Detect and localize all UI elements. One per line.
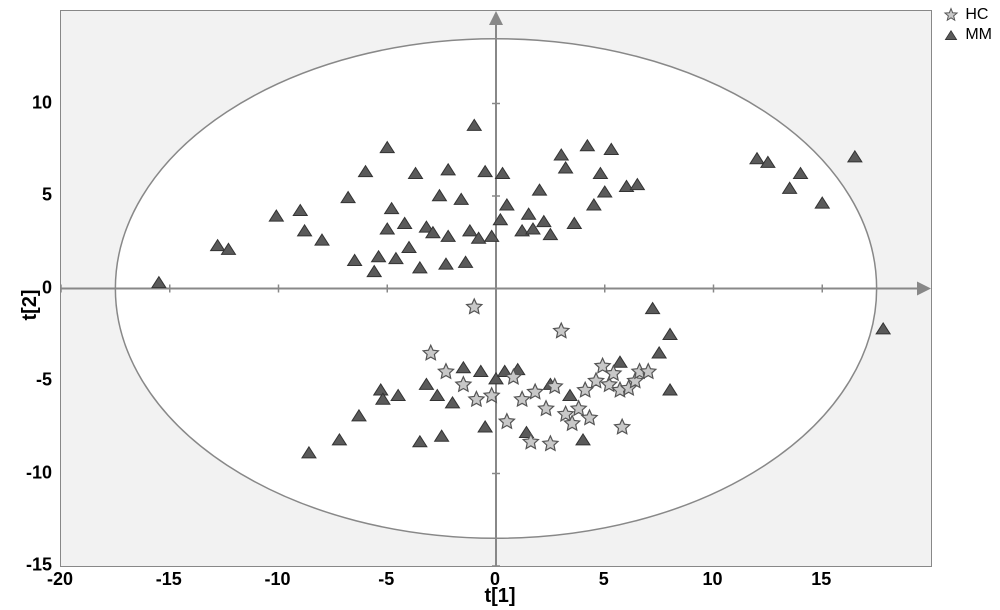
legend-item-mm: MM [943, 26, 992, 44]
y-tick: -5 [12, 370, 52, 391]
x-tick: -15 [156, 569, 182, 590]
legend: HC MM [943, 6, 992, 46]
plot-svg [61, 11, 931, 566]
legend-label: HC [965, 6, 988, 24]
y-tick: 5 [12, 185, 52, 206]
plot-area [60, 10, 932, 567]
chart-container: t[2] t[1] -20-15-10-5051015 -15-10-50510… [0, 0, 1000, 610]
triangle-icon [943, 27, 959, 43]
legend-item-hc: HC [943, 6, 992, 24]
x-tick: 0 [490, 569, 500, 590]
x-tick: 15 [811, 569, 831, 590]
x-tick: 10 [702, 569, 722, 590]
legend-label: MM [965, 26, 992, 44]
star-icon [943, 7, 959, 23]
x-tick: -5 [378, 569, 394, 590]
y-tick: -10 [12, 462, 52, 483]
y-tick: 10 [12, 92, 52, 113]
x-tick: -10 [264, 569, 290, 590]
y-tick: 0 [12, 277, 52, 298]
y-tick: -15 [12, 555, 52, 576]
x-tick: 5 [599, 569, 609, 590]
